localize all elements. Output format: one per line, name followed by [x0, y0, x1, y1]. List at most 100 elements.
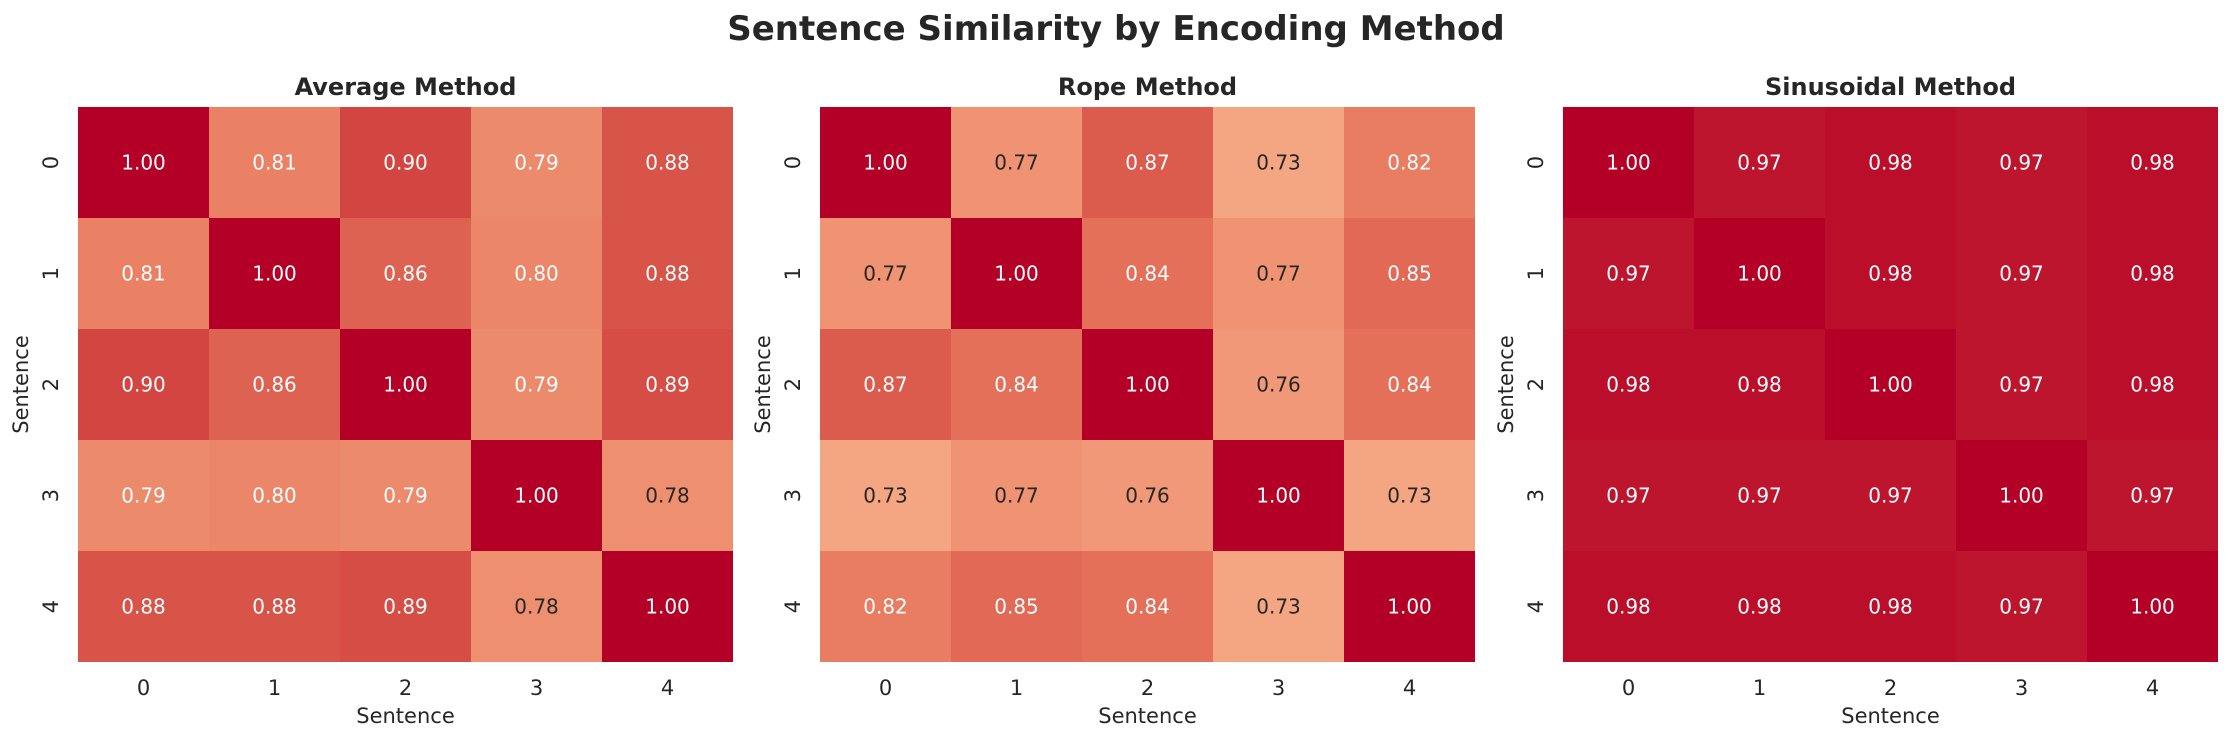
heatmap-cell	[78, 218, 209, 329]
cell-value-label: 0.97	[1999, 151, 2044, 175]
heatmap-cell	[1956, 107, 2087, 218]
cell-value-label: 0.73	[1387, 484, 1432, 508]
heatmap-cell	[1563, 551, 1694, 662]
heatmap-cell	[471, 329, 602, 440]
y-tick-label: 0	[1524, 156, 1548, 169]
cell-value-label: 0.89	[383, 595, 428, 619]
y-tick-label: 1	[39, 267, 63, 280]
heatmap-cell	[1825, 218, 1956, 329]
y-axis-label: Sentence	[9, 335, 33, 434]
cell-value-label: 0.84	[1387, 373, 1432, 397]
heatmap-cell	[820, 107, 951, 218]
cell-value-label: 0.97	[1999, 262, 2044, 286]
x-axis-label: Sentence	[356, 704, 455, 728]
x-tick-label: 4	[661, 676, 674, 700]
heatmap-cell	[340, 107, 471, 218]
cell-value-label: 0.79	[121, 484, 166, 508]
cell-value-label: 0.73	[863, 484, 908, 508]
cell-value-label: 0.89	[645, 373, 690, 397]
cell-value-label: 0.98	[1868, 262, 1913, 286]
heatmap-cell	[2087, 329, 2218, 440]
cell-value-label: 1.00	[383, 373, 428, 397]
cell-value-label: 0.84	[1125, 262, 1170, 286]
heatmap-cell	[78, 440, 209, 551]
cell-value-label: 0.97	[1737, 151, 1782, 175]
cell-value-label: 0.79	[514, 373, 559, 397]
cell-value-label: 0.88	[121, 595, 166, 619]
x-tick-label: 2	[1884, 676, 1897, 700]
x-tick-label: 0	[137, 676, 150, 700]
cell-value-label: 0.90	[383, 151, 428, 175]
cell-value-label: 0.73	[1256, 151, 1301, 175]
heatmap-cell	[340, 551, 471, 662]
heatmap-cell	[1344, 329, 1475, 440]
heatmap-cell	[1213, 551, 1344, 662]
cell-value-label: 0.77	[994, 484, 1039, 508]
cell-value-label: 0.98	[1606, 595, 1651, 619]
heatmap-panel: Rope Method 1.00 0.77 0.87 0.73 0.82 0.77 1.00 0…	[751, 73, 1475, 728]
cell-value-label: 0.97	[1737, 484, 1782, 508]
cell-value-label: 0.82	[863, 595, 908, 619]
cell-value-label: 0.85	[1387, 262, 1432, 286]
cell-value-label: 0.79	[514, 151, 559, 175]
panel-title: Average Method	[295, 73, 517, 101]
cell-value-label: 1.00	[994, 262, 1039, 286]
cell-value-label: 0.87	[1125, 151, 1170, 175]
cell-value-label: 1.00	[1256, 484, 1301, 508]
heatmap-cell	[209, 107, 340, 218]
cell-value-label: 0.97	[1868, 484, 1913, 508]
cell-value-label: 0.82	[1387, 151, 1432, 175]
heatmap-cell	[602, 107, 733, 218]
cell-value-label: 0.98	[1737, 595, 1782, 619]
cell-value-label: 0.88	[252, 595, 297, 619]
heatmap-cell	[209, 329, 340, 440]
heatmap-cell	[951, 551, 1082, 662]
heatmap-cell	[602, 329, 733, 440]
figure-title: Sentence Similarity by Encoding Method	[727, 9, 1505, 49]
heatmap-cell	[951, 107, 1082, 218]
heatmap-cell	[340, 440, 471, 551]
cell-value-label: 0.80	[514, 262, 559, 286]
cell-value-label: 1.00	[863, 151, 908, 175]
cell-value-label: 0.98	[1868, 595, 1913, 619]
cell-value-label: 0.97	[1999, 373, 2044, 397]
y-axis-label: Sentence	[1494, 335, 1518, 434]
heatmap-cell	[1563, 440, 1694, 551]
heatmap-cell	[1213, 440, 1344, 551]
heatmap-cell	[78, 551, 209, 662]
cell-value-label: 0.85	[994, 595, 1039, 619]
cell-value-label: 0.97	[1999, 595, 2044, 619]
heatmap-cell	[1956, 329, 2087, 440]
panels: Average Method 1.00 0.81 0.90 0.79 0.88 0.81 1.…	[9, 73, 2218, 728]
cell-value-label: 1.00	[121, 151, 166, 175]
heatmap-cell	[951, 440, 1082, 551]
y-tick-label: 0	[781, 156, 805, 169]
heatmap-cell	[1082, 329, 1213, 440]
heatmap-cell	[602, 440, 733, 551]
heatmap-cell	[1082, 218, 1213, 329]
cell-value-label: 0.97	[2130, 484, 2175, 508]
x-tick-label: 2	[1141, 676, 1154, 700]
x-tick-label: 1	[268, 676, 281, 700]
heatmap-cell	[209, 218, 340, 329]
heatmap-cell	[602, 551, 733, 662]
heatmap-cell	[1825, 329, 1956, 440]
x-tick-label: 0	[879, 676, 892, 700]
heatmap-cell	[1825, 107, 1956, 218]
heatmap-cell	[1213, 107, 1344, 218]
y-tick-label: 4	[781, 600, 805, 613]
heatmap-cell	[78, 107, 209, 218]
heatmap-cell	[471, 218, 602, 329]
heatmap-cell	[1956, 218, 2087, 329]
heatmap-panel: Sinusoidal Method 1.00 0.97 0.98 0.97 0.98 0.9…	[1494, 73, 2218, 728]
cell-value-label: 0.76	[1256, 373, 1301, 397]
x-tick-label: 3	[530, 676, 543, 700]
cell-value-label: 0.79	[383, 484, 428, 508]
heatmap-cell	[820, 440, 951, 551]
heatmap-panel: Average Method 1.00 0.81 0.90 0.79 0.88 0.81 1.…	[9, 73, 733, 728]
cell-value-label: 0.73	[1256, 595, 1301, 619]
heatmap-cell	[951, 218, 1082, 329]
x-tick-label: 3	[1272, 676, 1285, 700]
heatmap-cell	[471, 107, 602, 218]
cell-value-label: 1.00	[1868, 373, 1913, 397]
